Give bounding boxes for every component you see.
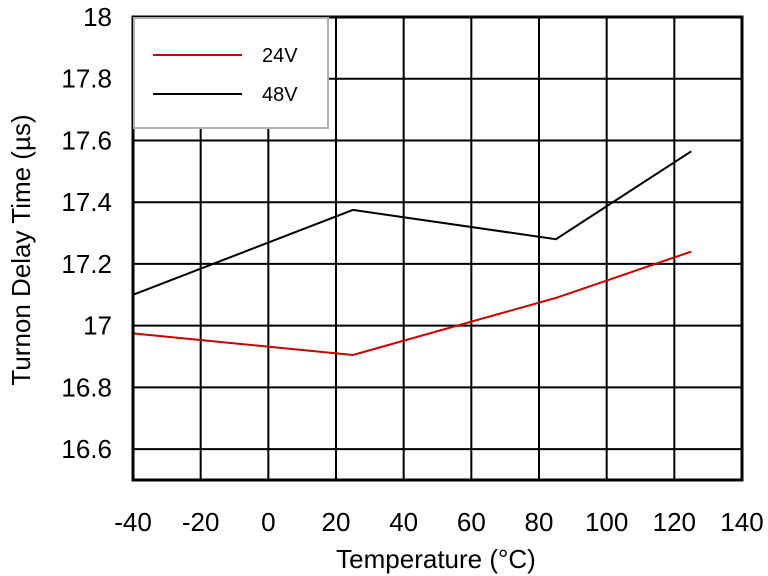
series-lines — [132, 150, 692, 357]
legend-label-48v: 48V — [262, 84, 298, 106]
y-tick-labels: 16.6 16.8 17 17.2 17.4 17.6 17.8 18 — [61, 2, 112, 464]
y-tick-label: 16.6 — [61, 434, 112, 464]
x-tick-label: 0 — [261, 507, 275, 537]
y-tick-label: 17 — [83, 311, 112, 341]
x-tick-label: 140 — [720, 507, 763, 537]
y-tick-label: 18 — [83, 2, 112, 32]
x-tick-label: 40 — [389, 507, 418, 537]
x-tick-labels: -40 -20 0 20 40 60 80 100 120 140 — [114, 507, 763, 537]
x-tick-label: 20 — [322, 507, 351, 537]
plot-area — [131, 15, 744, 482]
x-tick-label: -40 — [114, 507, 152, 537]
legend-label-24v: 24V — [262, 45, 298, 67]
y-axis-title: Turnon Delay Time (µs) — [6, 114, 36, 385]
y-tick-label: 17.6 — [61, 125, 112, 155]
series-line-24v — [132, 250, 692, 357]
x-tick-label: 80 — [525, 507, 554, 537]
x-axis-title: Temperature (°C) — [336, 544, 536, 574]
y-tick-label: 17.8 — [61, 64, 112, 94]
y-tick-label: 16.8 — [61, 372, 112, 402]
x-tick-label: 120 — [653, 507, 696, 537]
x-tick-label: 60 — [457, 507, 486, 537]
y-tick-label: 17.2 — [61, 249, 112, 279]
legend-box — [133, 17, 329, 129]
legend: 24V 48V — [133, 17, 329, 129]
series-line-48v — [132, 150, 692, 296]
y-tick-label: 17.4 — [61, 187, 112, 217]
x-tick-label: 100 — [585, 507, 628, 537]
x-tick-label: -20 — [182, 507, 220, 537]
